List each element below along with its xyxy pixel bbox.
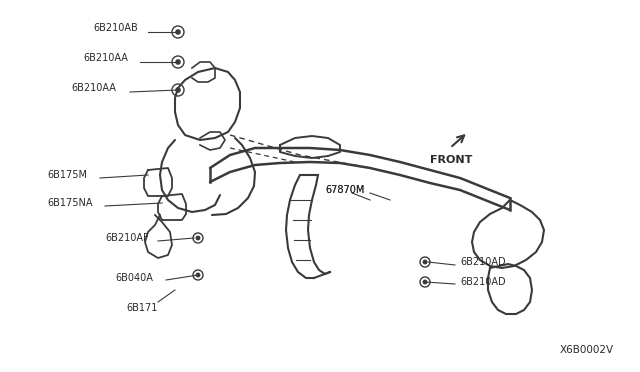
Circle shape bbox=[176, 60, 180, 64]
Text: 6B210AA: 6B210AA bbox=[71, 83, 116, 93]
Text: 67870M: 67870M bbox=[325, 185, 364, 195]
Text: 6B171: 6B171 bbox=[126, 303, 157, 313]
Text: 6B040A: 6B040A bbox=[115, 273, 153, 283]
Text: X6B0002V: X6B0002V bbox=[560, 345, 614, 355]
Text: FRONT: FRONT bbox=[430, 155, 472, 165]
Text: 6B210AD: 6B210AD bbox=[460, 257, 506, 267]
Text: 6B175NA: 6B175NA bbox=[47, 198, 93, 208]
Circle shape bbox=[196, 236, 200, 240]
Text: 6B210AB: 6B210AB bbox=[93, 23, 138, 33]
Text: 6B210AD: 6B210AD bbox=[460, 277, 506, 287]
Circle shape bbox=[176, 30, 180, 34]
Text: 6B210AA: 6B210AA bbox=[83, 53, 128, 63]
Text: 6B175M: 6B175M bbox=[47, 170, 87, 180]
Circle shape bbox=[176, 88, 180, 92]
Text: 67870M: 67870M bbox=[325, 185, 364, 195]
Circle shape bbox=[423, 280, 427, 284]
Circle shape bbox=[196, 273, 200, 277]
Circle shape bbox=[423, 260, 427, 264]
Text: 6B210AF: 6B210AF bbox=[105, 233, 148, 243]
